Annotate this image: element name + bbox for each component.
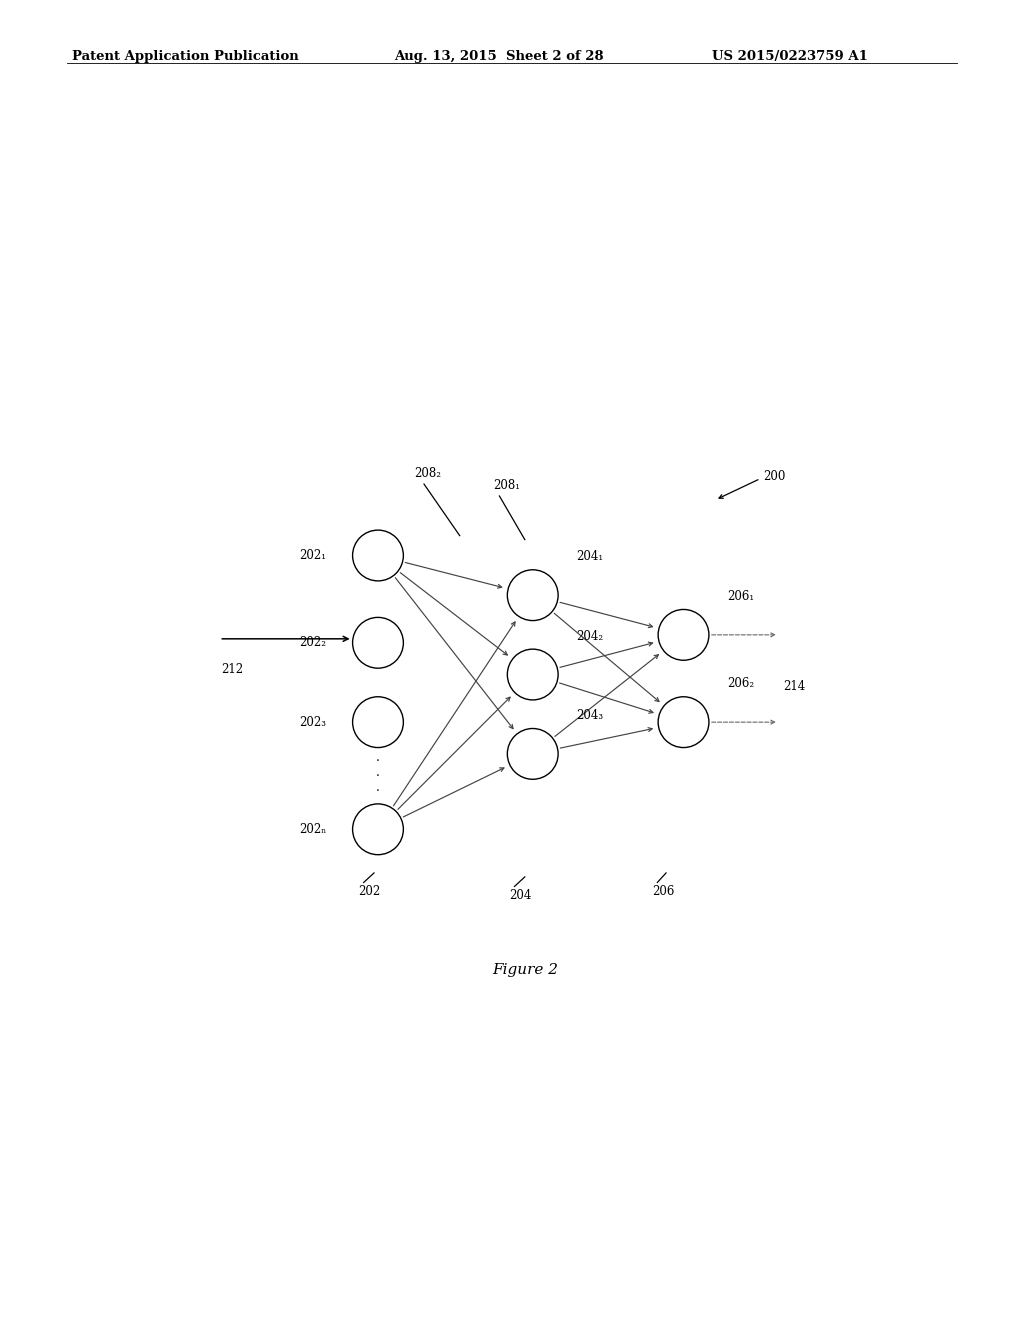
Circle shape	[352, 618, 403, 668]
Circle shape	[352, 531, 403, 581]
Text: 204₁: 204₁	[577, 550, 603, 564]
Text: Figure 2: Figure 2	[492, 962, 558, 977]
Circle shape	[507, 729, 558, 779]
Text: Patent Application Publication: Patent Application Publication	[72, 50, 298, 63]
Text: 206: 206	[652, 884, 674, 898]
Circle shape	[507, 649, 558, 700]
Text: 202₂: 202₂	[299, 636, 327, 649]
Text: 202ₙ: 202ₙ	[299, 822, 327, 836]
Circle shape	[352, 804, 403, 854]
Circle shape	[658, 610, 709, 660]
Circle shape	[658, 697, 709, 747]
Text: 202: 202	[358, 884, 380, 898]
Circle shape	[352, 697, 403, 747]
Text: 212: 212	[221, 663, 244, 676]
Text: 202₃: 202₃	[299, 715, 327, 729]
Text: 204: 204	[509, 888, 531, 902]
Text: 202₁: 202₁	[299, 549, 327, 562]
Text: 208₂: 208₂	[414, 467, 440, 480]
Text: Aug. 13, 2015  Sheet 2 of 28: Aug. 13, 2015 Sheet 2 of 28	[394, 50, 604, 63]
Text: US 2015/0223759 A1: US 2015/0223759 A1	[712, 50, 867, 63]
Text: ·
·
·: · · ·	[376, 755, 380, 797]
Text: 204₃: 204₃	[577, 709, 603, 722]
Text: 200: 200	[763, 470, 785, 483]
Circle shape	[507, 570, 558, 620]
Text: 204₂: 204₂	[577, 630, 603, 643]
Text: 206₁: 206₁	[727, 590, 755, 603]
Text: 206₂: 206₂	[727, 677, 755, 690]
Text: 208₁: 208₁	[494, 479, 520, 492]
Text: 214: 214	[782, 680, 805, 693]
